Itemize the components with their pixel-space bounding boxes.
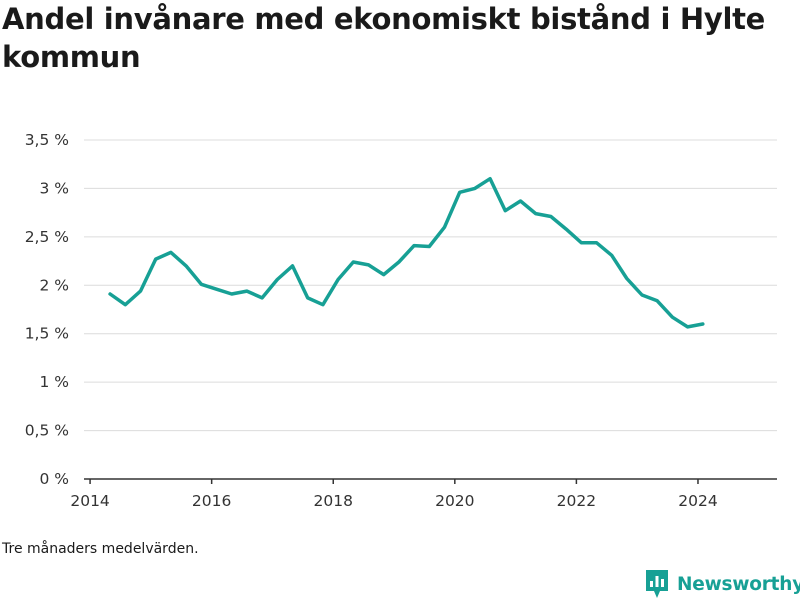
y-tick-label: 3 % (39, 179, 69, 197)
x-tick-label: 2016 (192, 492, 231, 510)
x-tick-label: 2022 (557, 492, 596, 510)
y-tick-label: 2,5 % (25, 228, 69, 246)
y-tick-label: 0 % (39, 470, 69, 488)
y-tick-label: 1,5 % (25, 325, 69, 343)
y-tick-label: 2 % (39, 276, 69, 294)
y-tick-label: 3,5 % (25, 131, 69, 149)
footnote: Tre månaders medelvärden. (2, 541, 199, 557)
brand-name: Newsworthy (677, 573, 800, 595)
x-tick-label: 2020 (435, 492, 474, 510)
x-tick-label: 2014 (70, 492, 109, 510)
y-tick-label: 1 % (39, 373, 69, 391)
newsworthy-logo[interactable]: Newsworthy (645, 569, 800, 599)
bar-chart-logo-icon (646, 570, 668, 598)
series-line (108, 176, 705, 329)
x-tick-label: 2018 (314, 492, 353, 510)
x-axis-ticks: 2014 2016 2018 2020 2022 2024 (70, 479, 718, 510)
y-axis-labels: 0 % 0,5 % 1 % 1,5 % 2 % 2,5 % 3 % 3,5 % (25, 131, 69, 488)
grid-lines (84, 139, 777, 432)
x-tick-label: 2024 (678, 492, 717, 510)
page-title: Andel invånare med ekonomiskt bistånd i … (2, 2, 766, 74)
y-tick-label: 0,5 % (25, 422, 69, 440)
